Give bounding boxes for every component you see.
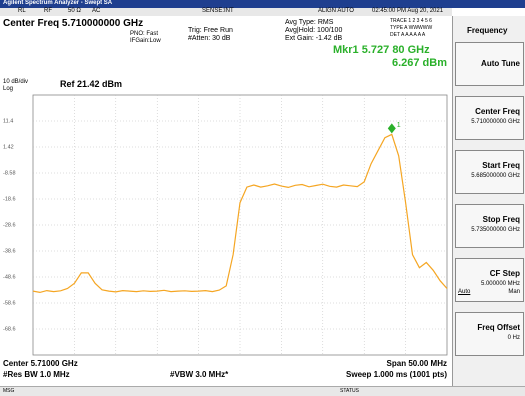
softkey-panel: Frequency Auto Tune Center Freq 5.71000000… <box>452 16 525 386</box>
softkey[interactable]: Freq Offset 0 Hz <box>455 312 524 356</box>
graticule: 11.4 1.42 -8.58 -18.6 -28.6 -38.6 -48.6 -58.6 -6… <box>3 94 448 356</box>
center-freq-title: Center Freq 5.710000000 GHz <box>3 18 144 29</box>
softkey[interactable]: CF Step 5.000000 MHz Auto Man <box>455 258 524 302</box>
status-row: RL RF 50 Ω AC SENSE:INT ALIGN AUTO 02:45… <box>0 8 452 16</box>
datetime: 02:45:00 PM Aug 20, 2021 <box>372 8 444 14</box>
det-row: DET A A A A A A <box>390 32 426 38</box>
softkey[interactable]: Auto Tune <box>455 42 524 86</box>
softkey-value: 5.710000000 GHz <box>471 119 520 125</box>
trace-row: TRACE 1 2 3 4 5 6 <box>390 18 432 24</box>
avg-type: Avg Type: RMS <box>285 19 334 26</box>
softkey[interactable]: Stop Freq 5.735000000 GHz <box>455 204 524 248</box>
marker-freq: Mkr1 5.727 80 GHz <box>333 44 430 56</box>
footer-bar: MSG STATUS <box>0 386 525 396</box>
coupling: AC <box>92 8 101 14</box>
softkey-value: 5.000000 MHz <box>480 281 520 287</box>
softkey-label: Stop Freq <box>482 215 520 224</box>
y-tick-label: -68.6 <box>3 326 16 332</box>
app-title: Agilent Spectrum Analyzer - Swept SA <box>3 0 113 6</box>
title-bar: Agilent Spectrum Analyzer - Swept SA <box>0 0 525 8</box>
log: Log <box>3 86 14 92</box>
trace <box>32 133 448 294</box>
y-tick-label: -38.6 <box>3 248 16 254</box>
softkey-label: Center Freq <box>475 107 520 116</box>
ref-level: Ref 21.42 dBm <box>60 79 123 89</box>
softkey-label: Auto Tune <box>481 59 520 68</box>
vbw: #VBW 3.0 MHz* <box>170 370 229 379</box>
sweep: Sweep 1.000 ms (1001 pts) <box>346 370 447 379</box>
y-tick-label: 1.42 <box>3 144 14 150</box>
footer-center: Center 5.71000 GHz <box>3 359 78 368</box>
y-tick-label: -28.6 <box>3 222 16 228</box>
softkey-label: Freq Offset <box>477 323 520 332</box>
marker-label: 1 <box>397 122 401 129</box>
rl: RL <box>18 8 26 14</box>
msg: MSG <box>3 388 15 394</box>
y-tick-label: -8.58 <box>3 170 16 176</box>
scale: 10 dB/div <box>3 79 29 85</box>
softkey-label: CF Step <box>489 269 520 278</box>
y-tick-label: -48.6 <box>3 274 16 280</box>
y-tick-label: -58.6 <box>3 300 16 306</box>
span: Span 50.00 MHz <box>386 359 447 368</box>
avg-hold: Avg|Hold: 100/100 <box>285 27 343 34</box>
atten: #Atten: 30 dB <box>188 35 231 42</box>
softkey-value: 5.735000000 GHz <box>471 227 520 233</box>
y-tick-label: 11.4 <box>3 118 13 124</box>
pno: PNO: Fast <box>130 31 159 37</box>
y-tick-label: -18.6 <box>3 196 16 202</box>
ifgain: IFGain:Low <box>130 38 161 44</box>
ext-gain: Ext Gain: -1.42 dB <box>285 35 343 42</box>
softkey-value: 5.685000000 GHz <box>471 173 520 179</box>
softkey-label: Start Freq <box>482 161 520 170</box>
impedance: 50 Ω <box>68 8 81 14</box>
marker-amplitude: 6.267 dBm <box>391 57 447 69</box>
status: STATUS <box>340 388 359 394</box>
rf: RF <box>44 8 52 14</box>
menu-title: Frequency <box>467 26 508 35</box>
softkey-auto: Auto <box>458 289 471 295</box>
align: ALIGN AUTO <box>318 8 354 14</box>
softkey-value: 0 Hz <box>507 335 520 341</box>
softkey-man: Man <box>508 289 520 295</box>
type-row: TYPE A WWWWW <box>390 25 433 31</box>
marker-diamond <box>387 123 396 134</box>
softkey[interactable]: Start Freq 5.685000000 GHz <box>455 150 524 194</box>
trig: Trig: Free Run <box>188 27 233 34</box>
rbw: #Res BW 1.0 MHz <box>3 370 70 379</box>
softkey[interactable]: Center Freq 5.710000000 GHz <box>455 96 524 140</box>
sense: SENSE:INT <box>202 8 234 14</box>
